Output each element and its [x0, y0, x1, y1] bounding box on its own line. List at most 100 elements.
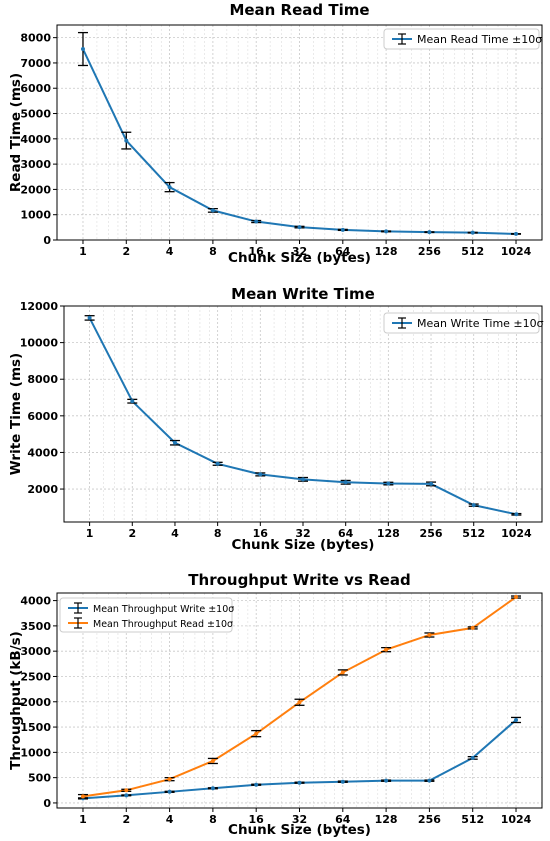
y-tick-label: 10000: [20, 337, 59, 350]
y-tick-label: 8000: [20, 32, 51, 45]
x-tick-label: 512: [461, 245, 484, 258]
data-point: [427, 230, 432, 235]
data-point: [427, 778, 432, 783]
x-tick-label: 64: [335, 245, 351, 258]
x-tick-label: 16: [253, 527, 269, 540]
y-tick-label: 500: [28, 772, 51, 785]
chart-title: Mean Read Time: [229, 1, 369, 19]
data-point: [470, 755, 475, 760]
data-point: [514, 595, 519, 600]
data-point: [514, 717, 519, 722]
data-point: [167, 777, 172, 782]
x-tick-label: 128: [377, 527, 400, 540]
y-tick-label: 2000: [20, 183, 51, 196]
x-tick-label: 2: [122, 245, 130, 258]
y-tick-label: 6000: [27, 410, 58, 423]
chart-2: 1 2 4 8 16 32 64 128 256 512 1024 2000 4000 6000 8000 1…: [8, 285, 544, 553]
x-tick-label: 128: [375, 813, 398, 826]
series-1: [84, 315, 522, 517]
y-tick-label: 2000: [27, 483, 58, 496]
x-axis-label: Chunk Size (bytes): [228, 822, 371, 838]
x-tick-label: 16: [249, 245, 265, 258]
y-tick-label: 7000: [20, 57, 51, 70]
x-tick-label: 64: [335, 813, 351, 826]
x-tick-label: 4: [171, 527, 179, 540]
data-point: [384, 229, 389, 234]
data-point: [386, 481, 391, 486]
data-point: [87, 315, 92, 320]
x-tick-label: 8: [209, 245, 217, 258]
x-axis-label: Chunk Size (bytes): [232, 537, 375, 553]
chart-3: 1 2 4 8 16 32 64 128 256 512 1024 0 500 1000 1500 2000 2…: [8, 571, 543, 838]
x-tick-label: 256: [418, 245, 441, 258]
data-point: [427, 632, 432, 637]
x-tick-label: 16: [249, 813, 265, 826]
data-point: [130, 399, 135, 404]
y-axis-label: Throughput (kB/s): [8, 631, 24, 770]
x-tick-label: 512: [462, 527, 485, 540]
x-tick-label: 256: [418, 813, 441, 826]
x-tick-label: 2: [122, 813, 130, 826]
y-tick-label: 1500: [20, 721, 51, 734]
data-point: [210, 208, 215, 213]
legend-label: Mean Throughput Read ±10σ: [93, 619, 233, 630]
legend: Mean Throughput Write ±10σ Mean Throughpu…: [59, 597, 234, 633]
series-1: [77, 31, 522, 236]
x-tick-label: 64: [338, 527, 354, 540]
data-point: [384, 647, 389, 652]
legend-label: Mean Throughput Write ±10σ: [93, 604, 234, 615]
x-tick-label: 32: [292, 245, 307, 258]
x-tick-label: 32: [295, 527, 310, 540]
y-tick-label: 4000: [20, 133, 51, 146]
data-point: [254, 731, 259, 736]
x-tick-label: 128: [375, 245, 398, 258]
data-point: [384, 778, 389, 783]
data-point: [215, 461, 220, 466]
data-point: [297, 225, 302, 230]
y-tick-label: 2000: [20, 696, 51, 709]
y-tick-label: 5000: [20, 108, 51, 121]
legend: Mean Read Time ±10σ: [383, 28, 542, 50]
chart-title: Mean Write Time: [231, 285, 375, 303]
data-point: [297, 700, 302, 705]
y-tick-label: 8000: [27, 373, 58, 386]
x-axis-label: Chunk Size (bytes): [228, 250, 371, 266]
data-point: [210, 758, 215, 763]
x-tick-label: 4: [166, 245, 174, 258]
y-tick-label: 0: [43, 797, 51, 810]
data-point: [340, 670, 345, 675]
y-tick-label: 2500: [20, 670, 51, 683]
chart-1: 1 2 4 8 16 32 64 128 256 512 1024 0 1000 2000 3000 4000…: [8, 1, 543, 266]
x-tick-label: 1024: [501, 245, 532, 258]
legend-label: Mean Read Time ±10σ: [417, 33, 542, 46]
y-tick-label: 0: [43, 234, 51, 247]
data-point: [470, 230, 475, 235]
chart-title: Throughput Write vs Read: [188, 571, 410, 589]
y-tick-label: 1000: [20, 746, 51, 759]
legend-frame: [383, 28, 540, 50]
y-axis-label: Write Time (ms): [8, 353, 24, 475]
legend-frame: [383, 312, 540, 334]
y-tick-label: 3000: [20, 158, 51, 171]
data-point: [301, 477, 305, 482]
data-point: [340, 227, 345, 232]
data-point: [210, 786, 215, 791]
y-tick-label: 6000: [20, 82, 51, 95]
data-point: [124, 788, 129, 793]
legend: Mean Write Time ±10σ: [383, 312, 544, 334]
legend-label: Mean Write Time ±10σ: [417, 317, 544, 330]
data-point: [343, 480, 348, 485]
data-point: [80, 47, 85, 52]
x-tick-label: 8: [214, 527, 222, 540]
x-tick-label: 1: [86, 527, 94, 540]
data-point: [470, 625, 475, 630]
y-axis-label: Read Time (ms): [8, 73, 24, 192]
data-point: [429, 481, 434, 486]
data-point: [124, 793, 129, 798]
data-point: [514, 512, 519, 517]
data-point: [514, 231, 519, 236]
data-point: [254, 782, 259, 787]
x-tick-label: 32: [292, 813, 307, 826]
legend-frame: [59, 597, 233, 633]
y-tick-label: 12000: [20, 300, 59, 313]
